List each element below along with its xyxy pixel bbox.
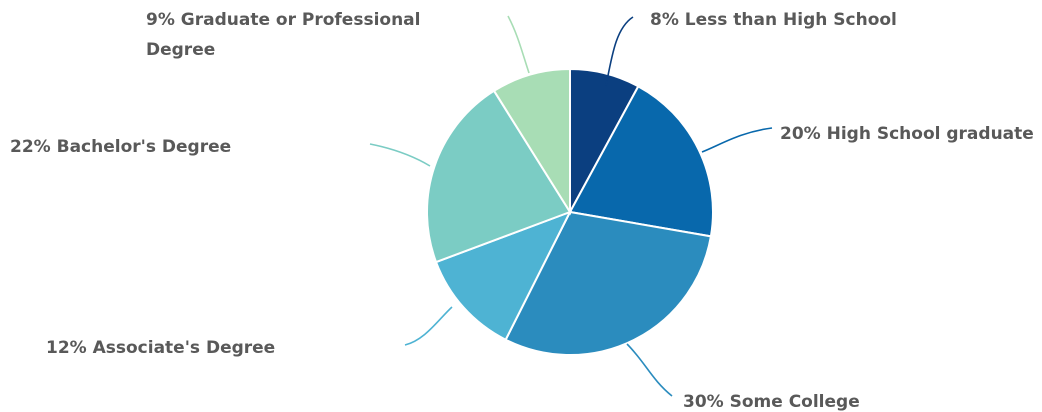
leader-line-some-college bbox=[626, 343, 673, 397]
slice-label-less-than-high-school: 8% Less than High School bbox=[650, 10, 897, 30]
leader-line-associate-s-degree bbox=[404, 306, 453, 346]
leader-lines bbox=[369, 15, 773, 397]
slice-label-some-college: 30% Some College bbox=[683, 392, 860, 412]
pie-slice-graduate-or-professional-degree bbox=[492, 67, 571, 216]
pie-slice-some-college bbox=[504, 210, 713, 356]
slice-label-associates-degree: 12% Associate's Degree bbox=[46, 338, 275, 358]
pie-slices bbox=[426, 67, 714, 356]
pie-slice-associate-s-degree bbox=[434, 210, 573, 342]
pie-slice-high-school-graduate bbox=[568, 84, 714, 238]
slice-label-bachelors-degree: 22% Bachelor's Degree bbox=[10, 137, 231, 157]
slice-labels: 8% Less than High School 20% High School… bbox=[10, 10, 1034, 412]
slice-label-graduate-or-professional-degree: 9% Graduate or Professional Degree bbox=[146, 10, 426, 60]
pie-slice-bachelor-s-degree bbox=[426, 89, 572, 264]
leader-line-graduate-or-professional-degree bbox=[507, 15, 530, 74]
leader-line-less-than-high-school bbox=[605, 16, 634, 87]
slice-label-high-school-graduate: 20% High School graduate bbox=[780, 124, 1034, 144]
leader-line-bachelor-s-degree bbox=[369, 143, 431, 167]
leader-line-high-school-graduate bbox=[701, 127, 773, 153]
